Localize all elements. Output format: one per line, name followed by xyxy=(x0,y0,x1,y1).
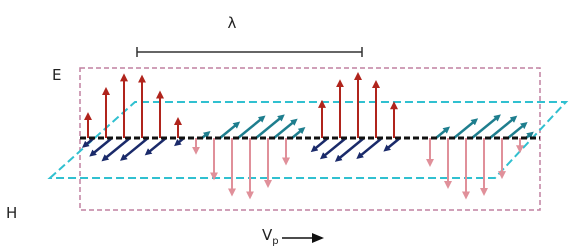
wavelength-label: λ xyxy=(228,14,237,32)
magnetic-arrow xyxy=(313,138,328,150)
h-label: H xyxy=(6,204,17,222)
magnetic-arrow xyxy=(220,124,237,138)
e-label: E xyxy=(52,66,61,84)
magnetic-arrow xyxy=(147,138,166,153)
magnetic-arrow xyxy=(454,120,475,138)
velocity-subscript: p xyxy=(272,236,278,247)
wave-diagram: λ E H Vp xyxy=(0,0,569,250)
magnetic-arrow xyxy=(92,138,112,154)
magnetic-arrow xyxy=(386,138,400,149)
magnetic-arrow xyxy=(508,124,525,138)
magnetic-arrow xyxy=(274,121,295,138)
velocity-label: Vp xyxy=(262,226,279,247)
